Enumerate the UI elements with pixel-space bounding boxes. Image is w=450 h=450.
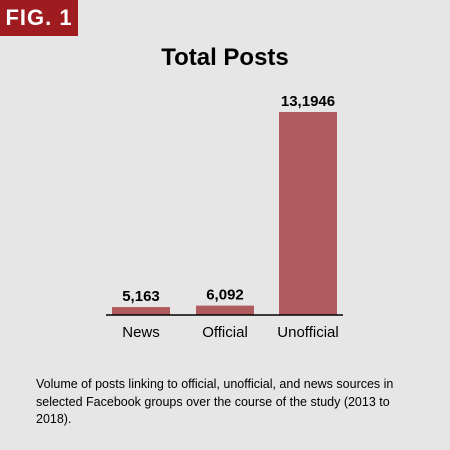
value-labels-group: 5,163 6,092 13,1946 [122, 93, 335, 305]
category-labels-group: News Official Unofficial [122, 324, 338, 341]
value-label-official: 6,092 [206, 287, 244, 304]
value-label-news: 5,163 [122, 288, 160, 305]
category-label-official: Official [202, 324, 248, 341]
bars-group [112, 112, 337, 315]
figure-label-badge: FIG. 1 [0, 0, 78, 36]
category-label-news: News [122, 324, 160, 341]
figure-caption: Volume of posts linking to official, uno… [36, 377, 394, 426]
bar-unofficial [279, 112, 337, 315]
category-label-unofficial: Unofficial [277, 324, 338, 341]
value-label-unofficial: 13,1946 [281, 93, 335, 110]
bar-news [112, 307, 170, 315]
figure-label: FIG. 1 [5, 5, 73, 30]
bar-official [196, 305, 254, 315]
chart-title: Total Posts [161, 44, 289, 71]
